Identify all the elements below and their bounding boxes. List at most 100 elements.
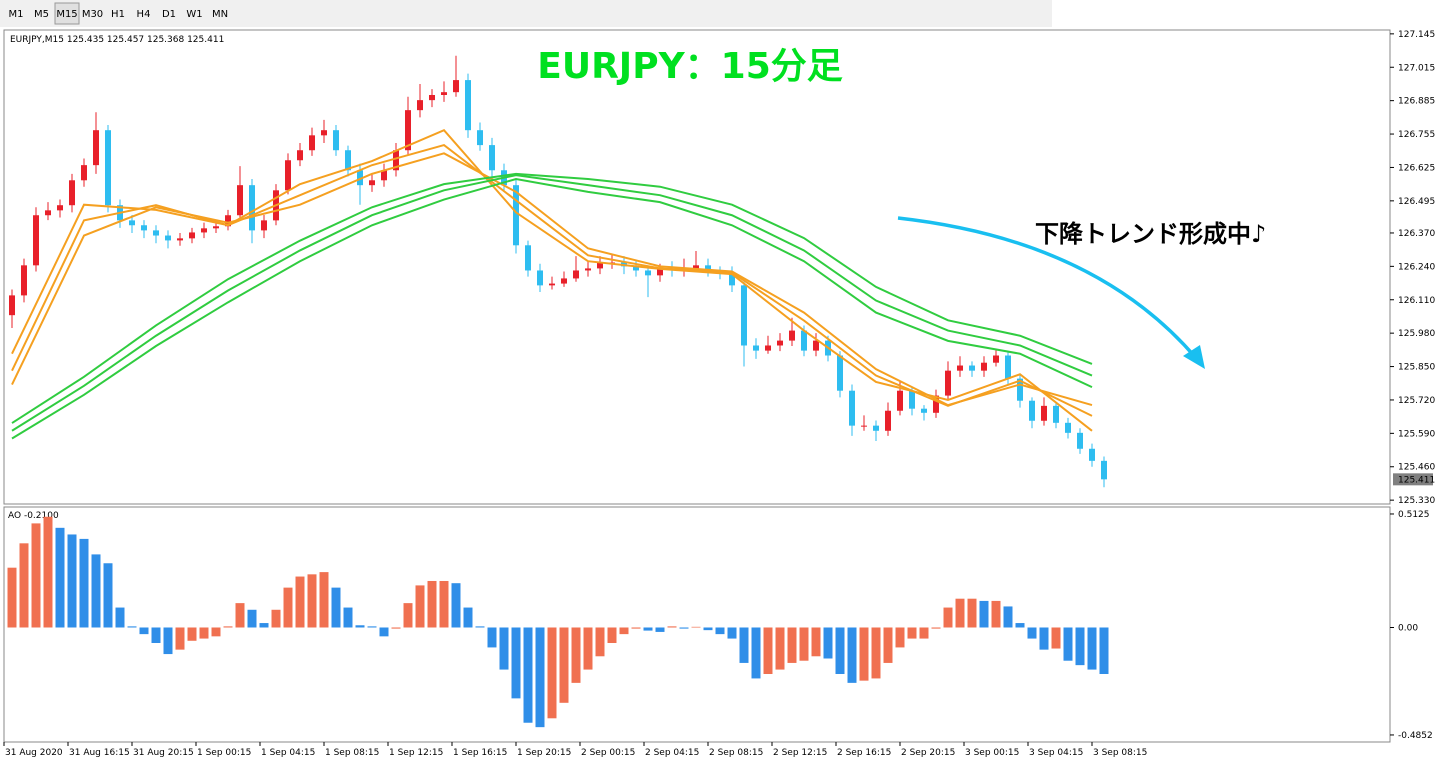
timeframe-label[interactable]: D1 [162,9,176,20]
y-tick-label: 127.015 [1398,63,1435,73]
candle-body [837,355,843,391]
timeframe-label[interactable]: M30 [82,9,103,20]
timeframe-label[interactable]: M15 [56,9,77,20]
ao-bar [247,609,257,628]
timeframe-label[interactable]: H4 [137,9,151,20]
candle-body [1089,448,1095,461]
candle-body [321,130,327,136]
candle-body [873,425,879,431]
candle-body [429,94,435,101]
candle-body [225,215,231,227]
ao-bar [727,627,737,639]
x-tick-label: 1 Sep 12:15 [389,748,443,758]
annotation: 下降トレンド形成中♪ [1035,220,1266,248]
timeframe-button[interactable] [105,2,131,25]
candle-body [345,150,351,171]
ao-bar [991,600,1001,628]
timeframe-button[interactable] [156,2,182,25]
y-tick-label: 125.590 [1398,429,1435,439]
timeframe-button[interactable] [80,2,105,25]
timeframe-label[interactable]: H1 [111,9,125,20]
candle-body [801,330,807,351]
x-tick-label: 2 Sep 16:15 [837,748,891,758]
ao-bar [763,627,773,675]
candle-body [81,165,87,181]
moving-average [11,174,1093,432]
moving-average [11,172,1093,424]
candle-body [69,180,75,206]
candle-body [777,340,783,346]
ao-label: AO -0.2100 [8,511,59,521]
candle-body [561,278,567,284]
candle-body [573,270,579,279]
candle-body [549,283,555,286]
ao-bar [1039,627,1049,650]
candle-body [705,265,711,271]
x-tick-label: 3 Sep 04:15 [1029,748,1083,758]
x-tick-label: 1 Sep 08:15 [325,748,379,758]
ao-bar [1099,627,1109,675]
ao-bar [79,538,89,628]
ao-bar [235,603,245,628]
y-tick-label: 126.625 [1398,163,1435,173]
timeframe-label[interactable]: M1 [9,9,24,20]
timeframe-label[interactable]: W1 [186,9,202,20]
candle-body [1077,432,1083,449]
arrow-head [1183,345,1205,369]
candle-body [645,270,651,276]
ao-bar [643,627,653,631]
candle-body [1029,400,1035,421]
x-tick-label: 2 Sep 04:15 [645,748,699,758]
candle-body [249,185,255,231]
ao-bar [319,572,329,628]
candle-body [1005,355,1011,379]
candle-body [309,135,315,151]
candle-body [1017,378,1023,401]
candle-body [477,130,483,146]
symbol-header: EURJPY,M15 125.435 125.457 125.368 125.4… [10,35,224,45]
ao-bar [199,627,209,639]
ao-bar [295,576,305,628]
ao-bar [979,600,989,628]
ao-bar [883,627,893,663]
timeframe-button[interactable] [207,2,233,25]
y-tick-label: 126.885 [1398,97,1435,107]
trend-arrow [897,216,1205,369]
timeframe-button[interactable] [182,2,207,25]
x-tick-label: 31 Aug 16:15 [69,748,130,758]
ao-bar [331,587,341,628]
y-tick-label: 126.110 [1398,296,1435,306]
candle-body [213,226,219,229]
ao-bar [595,627,605,657]
timeframe-label[interactable]: M5 [34,9,49,20]
ao-bar [907,627,917,639]
ao-bar [835,627,845,675]
candle-body [189,232,195,239]
ao-bar [475,626,485,628]
ao-bar [403,603,413,628]
candle-body [693,265,699,269]
candle-body [105,130,111,206]
timeframe-button[interactable] [131,2,156,25]
y-tick-label: 0.5125 [1398,510,1430,520]
timeframe-button[interactable] [3,2,29,25]
candle-body [657,268,663,276]
timeframe-label[interactable]: MN [212,9,228,20]
y-tick-label: 126.755 [1398,130,1435,140]
x-tick-label: 1 Sep 00:15 [197,748,251,758]
candle-body [129,220,135,226]
timeframe-button[interactable] [29,2,54,25]
ao-bar [715,627,725,635]
ao-bar [163,627,173,655]
ao-bar [931,627,941,629]
y-tick-label: 125.720 [1398,396,1435,406]
timeframe-button[interactable] [54,2,80,25]
ao-bar [451,583,461,628]
ao-bar [271,609,281,628]
ao-bar [175,627,185,650]
ao-bar [187,627,197,641]
candle-body [597,262,603,269]
candle-body [453,80,459,93]
candle-body [93,130,99,166]
